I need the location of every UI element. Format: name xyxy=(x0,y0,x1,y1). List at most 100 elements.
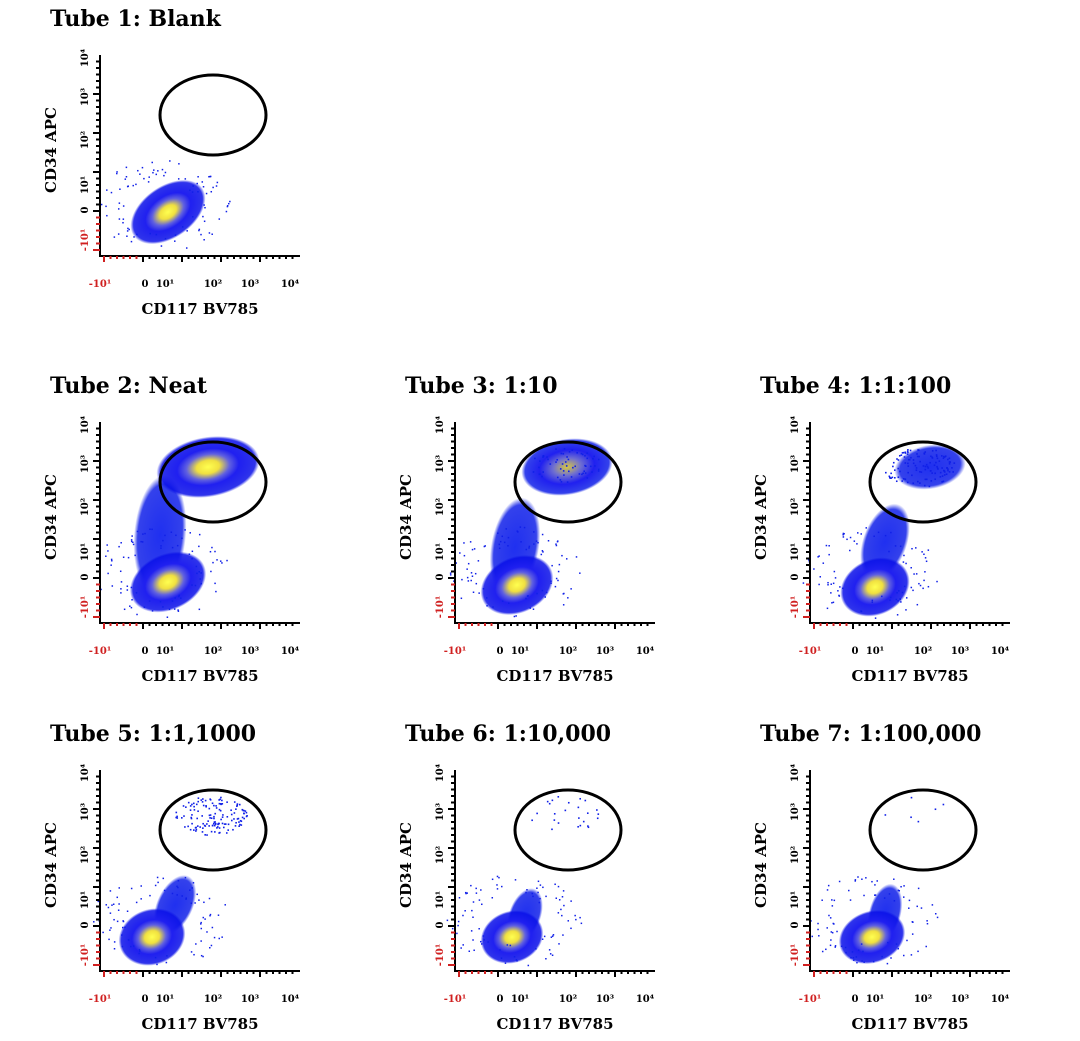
event-dot xyxy=(597,468,600,471)
event-dot xyxy=(503,541,506,544)
event-dot xyxy=(216,559,218,561)
x-tick-label: -10¹ xyxy=(799,646,821,657)
event-dot xyxy=(943,474,946,476)
event-dot xyxy=(900,885,902,888)
event-dot xyxy=(897,467,899,470)
event-dot xyxy=(214,823,217,826)
event-dot xyxy=(199,826,201,828)
event-dot xyxy=(936,465,938,468)
event-dot xyxy=(580,922,583,925)
event-dot xyxy=(466,892,468,894)
event-dot xyxy=(111,904,113,906)
event-dot xyxy=(118,202,121,204)
event-dot xyxy=(156,876,159,879)
event-dot xyxy=(818,935,820,937)
event-dot xyxy=(908,907,910,909)
event-dot xyxy=(155,173,158,176)
event-dot xyxy=(466,576,469,579)
x-tick-label: 10² xyxy=(914,646,932,657)
event-dot xyxy=(825,948,827,951)
event-dot xyxy=(897,889,900,892)
event-dot xyxy=(472,901,475,903)
event-dot xyxy=(221,822,224,825)
event-dot xyxy=(190,817,193,820)
event-dot xyxy=(457,920,460,923)
event-dot xyxy=(200,954,203,957)
event-dot xyxy=(136,613,138,616)
event-dot xyxy=(532,895,534,898)
event-dot xyxy=(222,814,224,816)
event-dot xyxy=(166,616,169,618)
event-dot xyxy=(910,816,912,819)
event-dot xyxy=(236,803,239,805)
event-dot xyxy=(903,456,906,458)
y-tick-label: -10¹ xyxy=(790,944,801,966)
event-dot xyxy=(463,554,466,557)
event-dot xyxy=(193,953,195,956)
event-dot xyxy=(828,914,830,917)
event-dot xyxy=(579,797,581,800)
x-axis-label: CD117 BV785 xyxy=(141,1015,258,1033)
event-dot xyxy=(475,582,478,585)
y-tick-label: -10¹ xyxy=(435,944,446,966)
event-dot xyxy=(491,897,494,899)
event-dot xyxy=(107,906,110,909)
density-cloud xyxy=(840,557,910,617)
event-dot xyxy=(903,554,905,557)
event-dot xyxy=(887,941,889,944)
event-dot xyxy=(189,889,191,891)
event-dot xyxy=(577,825,579,828)
event-dot xyxy=(470,572,473,574)
event-dot xyxy=(239,823,241,826)
event-dot xyxy=(505,528,507,530)
event-dot xyxy=(570,588,572,590)
event-dot xyxy=(470,930,473,932)
event-dot xyxy=(905,609,907,611)
event-dot xyxy=(235,821,237,824)
y-tick-label: 10¹ xyxy=(435,543,446,561)
event-dot xyxy=(227,202,230,205)
event-dot xyxy=(218,808,221,811)
event-dot xyxy=(139,173,141,175)
event-dot xyxy=(119,570,122,573)
event-dot xyxy=(919,482,921,484)
event-dot xyxy=(226,815,229,818)
event-dot xyxy=(535,948,537,950)
event-dot xyxy=(906,481,909,484)
event-dot xyxy=(123,608,126,611)
y-tick-label: 10² xyxy=(80,498,91,516)
event-dot xyxy=(555,544,558,547)
event-dot xyxy=(122,221,124,224)
event-dot xyxy=(218,218,221,220)
event-dot xyxy=(842,533,844,536)
y-tick-label: 10² xyxy=(80,131,91,149)
event-dot xyxy=(873,535,875,538)
y-tick-label: -10¹ xyxy=(80,944,91,966)
event-dot xyxy=(895,480,898,483)
event-dot xyxy=(578,817,580,819)
event-dot xyxy=(947,469,949,472)
event-dot xyxy=(919,470,921,473)
event-dot xyxy=(200,921,202,924)
event-dot xyxy=(446,919,449,922)
event-dot xyxy=(140,885,142,887)
y-tick-label: 10¹ xyxy=(80,176,91,194)
event-dot xyxy=(874,884,876,886)
event-dot xyxy=(472,916,474,919)
event-dot xyxy=(924,478,927,481)
event-dot xyxy=(130,887,133,890)
event-dot xyxy=(545,957,547,960)
event-dot xyxy=(519,526,522,528)
gate xyxy=(158,73,268,157)
event-dot xyxy=(219,809,222,812)
event-dot xyxy=(477,560,480,562)
event-dot xyxy=(210,570,212,573)
event-dot xyxy=(230,809,232,812)
gate xyxy=(513,788,623,872)
event-dot xyxy=(597,470,600,472)
event-dot xyxy=(153,169,155,171)
x-tick-label: 10³ xyxy=(596,646,614,657)
event-dot xyxy=(536,592,538,595)
event-dot xyxy=(132,543,135,546)
event-dot xyxy=(944,455,947,457)
